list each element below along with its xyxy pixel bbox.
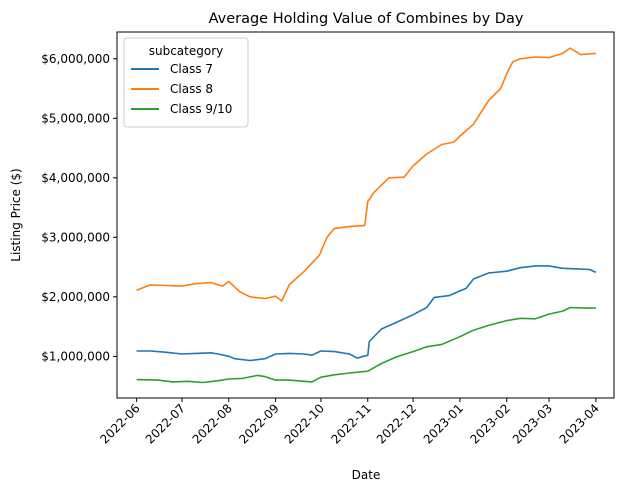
series-line-2: [136, 47, 596, 302]
y-axis-title: Listing Price ($): [9, 168, 23, 261]
y-tick-label: $1,000,000: [41, 349, 110, 363]
y-axis: $1,000,000 $2,000,000 $3,000,000 $4,000,000…: [41, 52, 117, 363]
series-line-3: [136, 306, 596, 384]
y-tick-label: $4,000,000: [41, 171, 110, 185]
series-layer: [136, 47, 597, 384]
y-tick-label: $6,000,000: [41, 52, 110, 66]
chart-title: Average Holding Value of Combines by Day: [209, 11, 524, 27]
legend-title: subcategory: [149, 44, 224, 58]
legend-box: [123, 37, 249, 128]
legend-label: Class 9/10: [170, 102, 232, 116]
series-line-1: [136, 265, 597, 362]
legend-entries: Class 7 Class 8 Class 9/10: [131, 62, 232, 116]
legend-label: Class 8: [170, 82, 213, 96]
plot-frame: [116, 31, 615, 399]
y-tick-label: $3,000,000: [41, 230, 110, 244]
legend: subcategory Class 7 Class 8 Class 9/10: [123, 37, 249, 128]
y-tick-label: $5,000,000: [41, 111, 110, 125]
legend-label: Class 7: [170, 62, 213, 76]
x-axis-title: Date: [352, 468, 381, 482]
y-tick-label: $2,000,000: [41, 290, 110, 304]
